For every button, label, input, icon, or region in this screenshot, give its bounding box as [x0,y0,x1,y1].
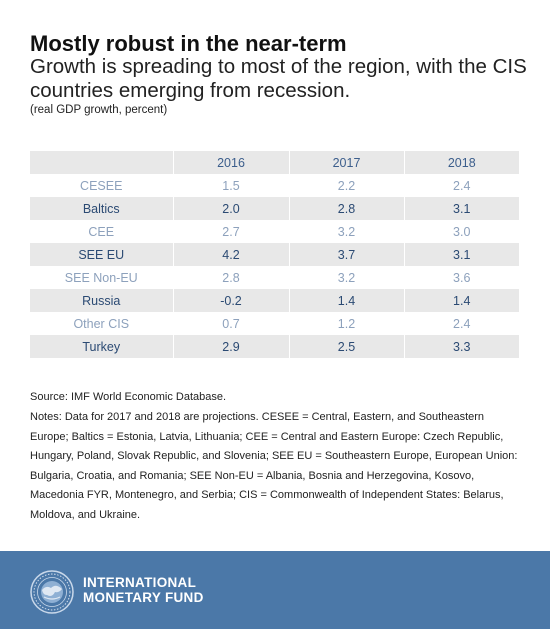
value-cell: 1.4 [404,289,519,312]
unit-label: (real GDP growth, percent) [30,104,168,116]
chart-title: Mostly robust in the near-term [30,31,347,56]
notes-text: Notes: Data for 2017 and 2018 are projec… [30,411,518,521]
row-label: CESEE [30,174,174,197]
header-2017: 2017 [289,151,405,174]
value-cell: 3.6 [453,270,471,285]
row-label: SEE EU [30,243,174,266]
chart-subtitle: Growth is spreading to most of the regio… [30,55,527,102]
value-cell: 2.9 [173,335,290,358]
value-cell: 3.2 [289,220,405,243]
footer-bar: INTERNATIONAL MONETARY FUND [0,551,550,629]
table-row: Turkey 2.9 2.5 3.3 [30,335,519,358]
value-cell: 3.3 [404,335,519,358]
row-label: Other CIS [30,312,174,335]
imf-wordmark: INTERNATIONAL MONETARY FUND [83,575,204,605]
row-label: Baltics [30,197,174,220]
value-cell: 2.2 [289,174,405,197]
table-row: Other CIS 0.7 1.2 2.4 [30,312,519,335]
value-cell: 4.2 [173,243,290,266]
row-label: CEE [30,220,174,243]
value-cell: 3.1 [404,197,519,220]
growth-table: 2016 2017 2018 CESEE 1.5 2.2 2.4 Baltics 2.0 2… [30,151,519,358]
row-label: SEE Non-EU [30,266,174,289]
value-cell: 2.8 [289,197,405,220]
org-name-line1: INTERNATIONAL [83,575,197,590]
table-row: SEE Non-EU 2.8 3.2 3.6 [30,266,519,289]
value-cell: 1.2 [289,312,405,335]
table-row: CEE 2.7 3.2 3.0 [30,220,519,243]
table-row: Russia -0.2 1.4 1.4 [30,289,519,312]
value-cell: 3.2 [289,266,405,289]
value-cell: 2.8 [173,266,290,289]
table-row: CESEE 1.5 2.2 2.4 [30,174,519,197]
header-region [30,151,174,174]
value-cell: 2.0 [173,197,290,220]
value-cell: -0.2 [173,289,290,312]
table-row: Baltics 2.0 2.8 3.1 [30,197,519,220]
org-name-line2: MONETARY FUND [83,590,204,605]
value-cell: 2.7 [173,220,290,243]
value-cell: 2.4 [453,316,471,331]
value-cell: 3.0 [453,224,471,239]
imf-seal-icon [30,570,74,614]
value-cell: 0.7 [173,312,290,335]
row-label: Russia [30,289,174,312]
source-note: Source: IMF World Economic Database. [30,391,227,403]
table-header-row: 2016 2017 2018 [30,151,519,174]
header-2016: 2016 [173,151,290,174]
row-label: Turkey [30,335,174,358]
value-cell: 3.7 [289,243,405,266]
value-cell: 1.4 [289,289,405,312]
header-2018: 2018 [404,151,519,174]
value-cell: 1.5 [173,174,290,197]
value-cell: 2.5 [289,335,405,358]
table-row: SEE EU 4.2 3.7 3.1 [30,243,519,266]
value-cell: 3.1 [404,243,519,266]
value-cell: 2.4 [453,178,471,193]
